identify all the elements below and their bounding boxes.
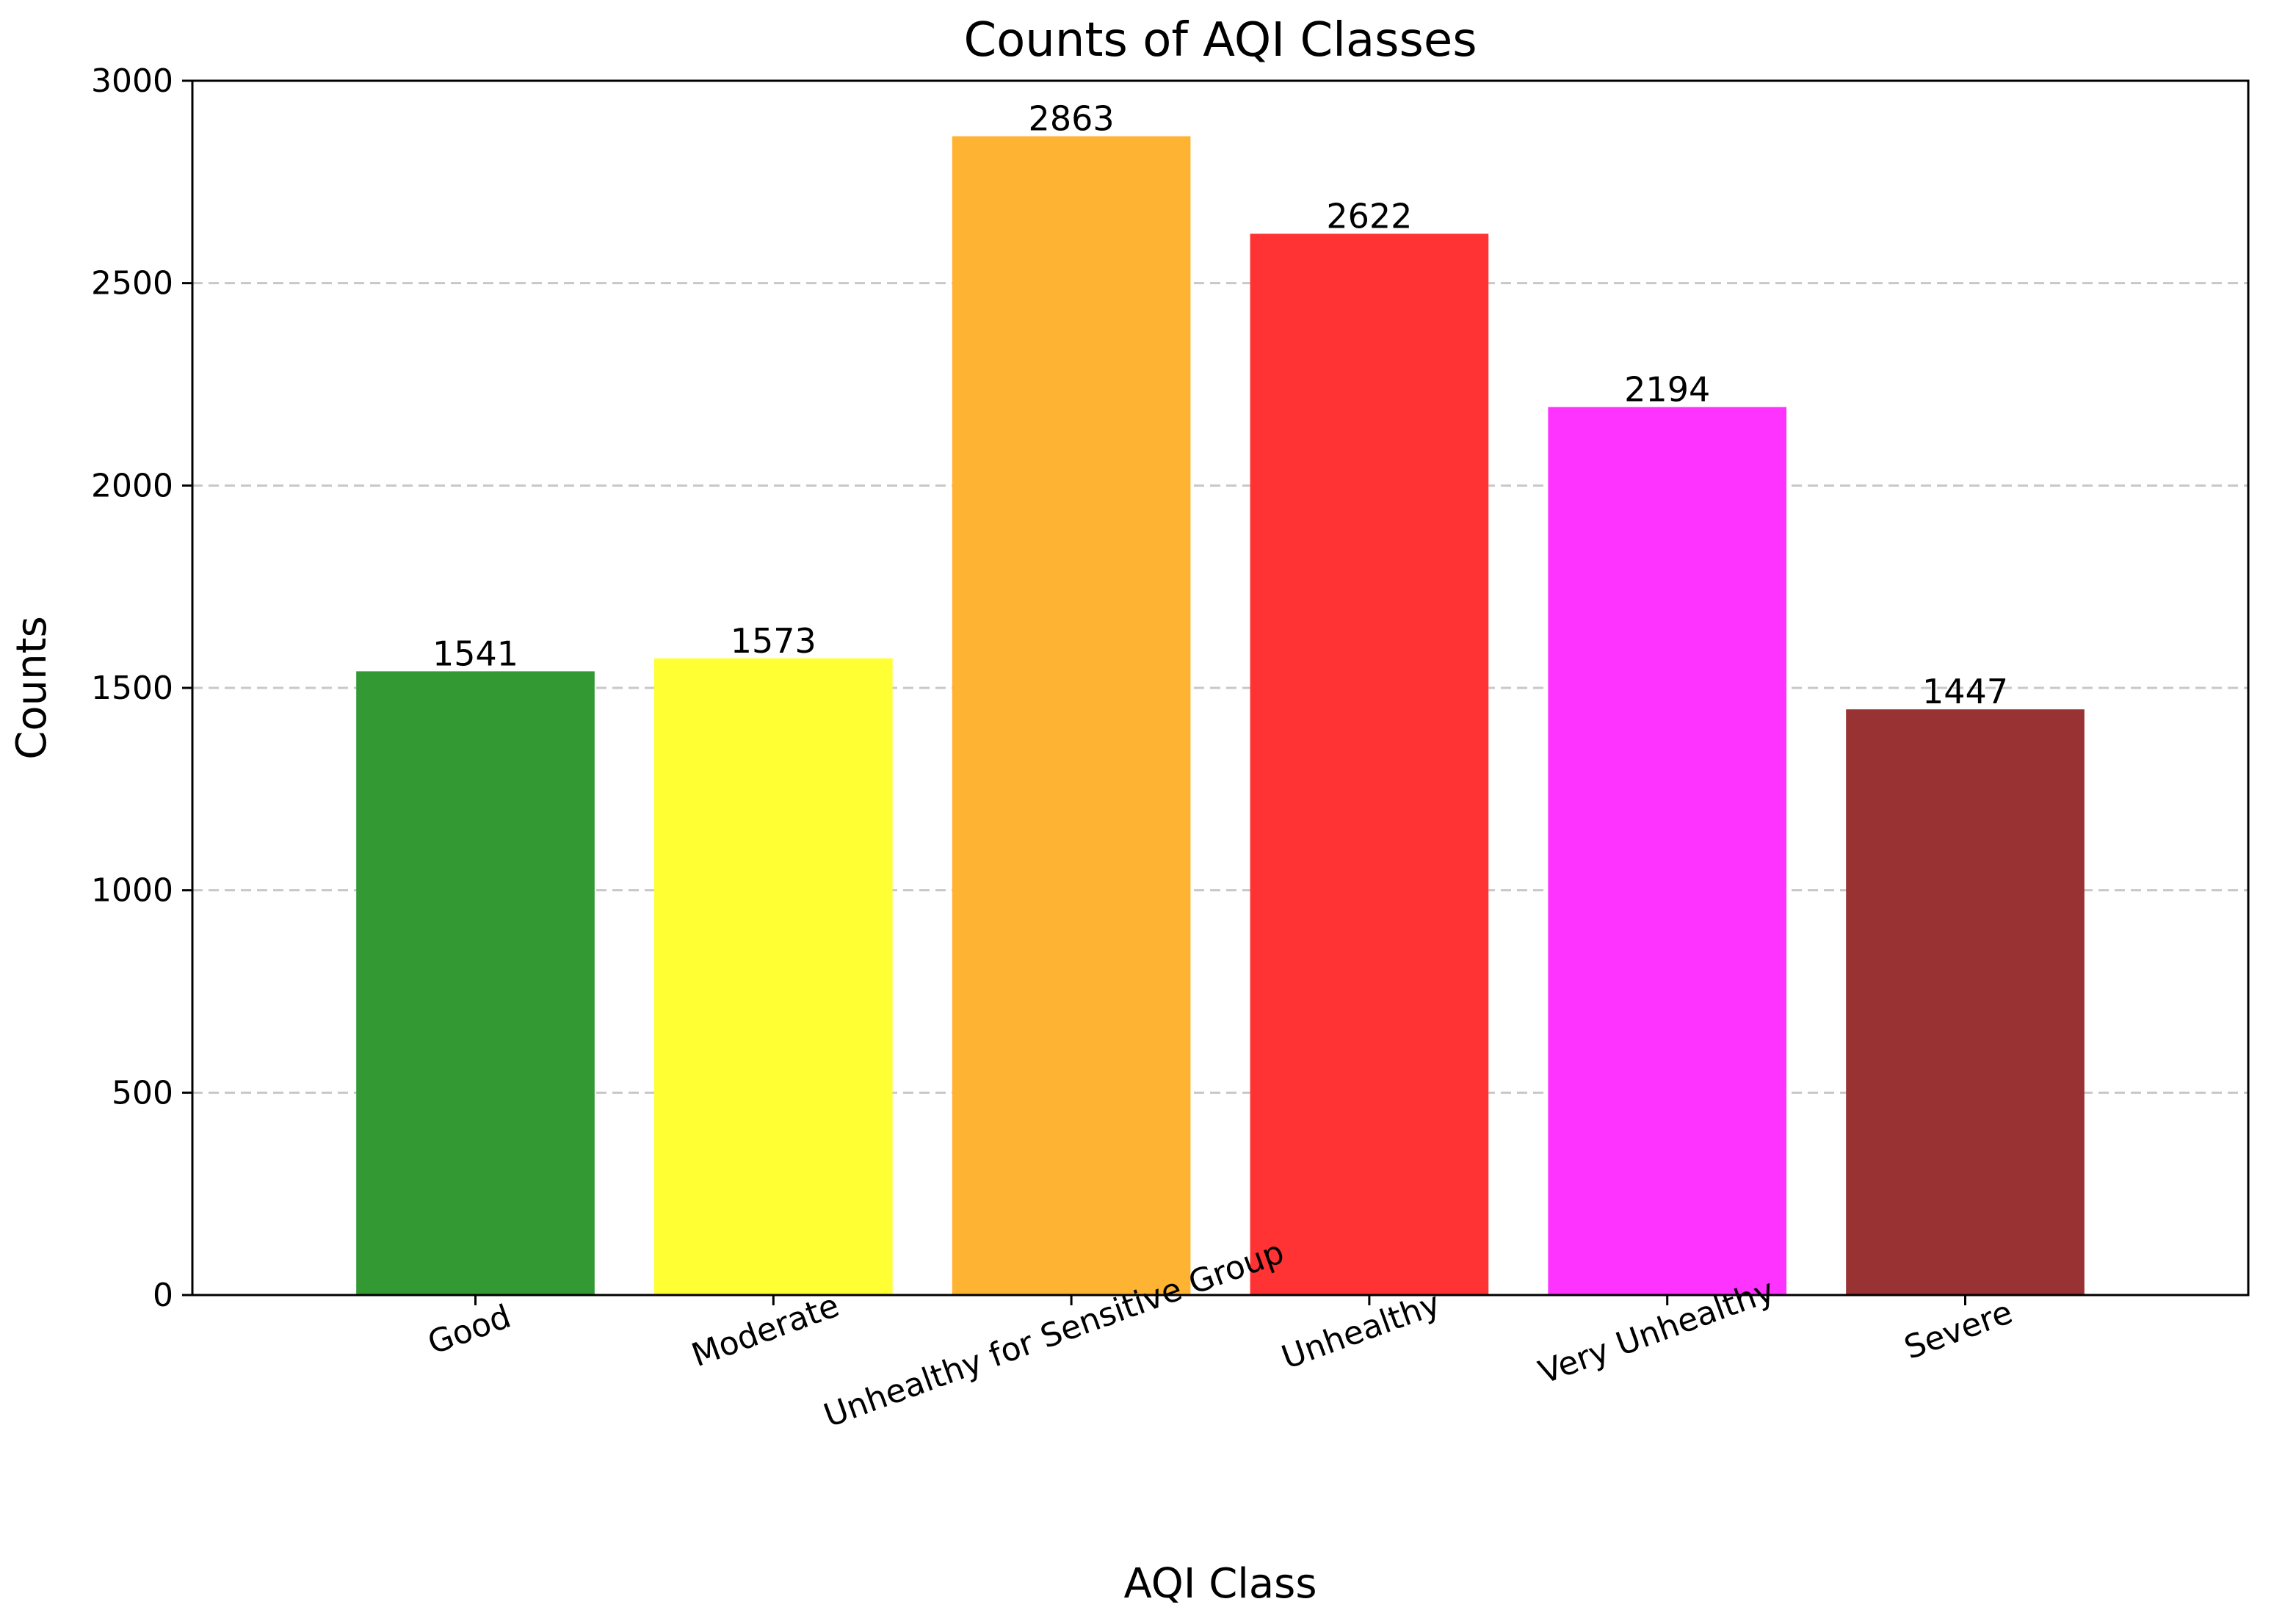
y-tick-label: 2000 <box>91 467 173 504</box>
bar-unhealthy-for-sensitive-group <box>952 136 1191 1295</box>
y-tick-label: 1500 <box>91 670 173 707</box>
data-label: 1447 <box>1922 672 2008 711</box>
data-label: 1541 <box>432 634 518 673</box>
bar-severe <box>1846 709 2085 1295</box>
y-tick-label: 3000 <box>91 62 173 100</box>
data-labels: 1541 1573 2863 2622 2194 1447 <box>432 99 2008 712</box>
y-tick-label: 1000 <box>91 872 173 910</box>
bar-very-unhealthy <box>1548 407 1787 1295</box>
x-tick-label: Moderate <box>687 1287 844 1374</box>
chart-title: Counts of AQI Classes <box>963 13 1477 68</box>
y-axis: 0 500 1000 1500 2000 2500 3000 <box>91 62 192 1314</box>
x-tick-label: Good <box>423 1298 515 1363</box>
x-axis-title: AQI Class <box>1123 1560 1317 1608</box>
bar-unhealthy <box>1250 233 1489 1295</box>
y-tick-label: 0 <box>153 1277 173 1314</box>
x-tick-label: Severe <box>1900 1294 2018 1367</box>
data-label: 2622 <box>1326 196 1412 236</box>
y-tick-label: 2500 <box>91 265 173 302</box>
data-label: 1573 <box>731 621 816 661</box>
data-label: 2194 <box>1624 369 1710 409</box>
bar-good <box>356 671 595 1295</box>
bars <box>356 136 2085 1295</box>
bar-moderate <box>653 658 893 1295</box>
x-tick-label: Unhealthy <box>1277 1285 1445 1377</box>
y-axis-title: Counts <box>8 616 56 759</box>
y-tick-label: 500 <box>112 1074 173 1112</box>
data-label: 2863 <box>1029 99 1115 139</box>
